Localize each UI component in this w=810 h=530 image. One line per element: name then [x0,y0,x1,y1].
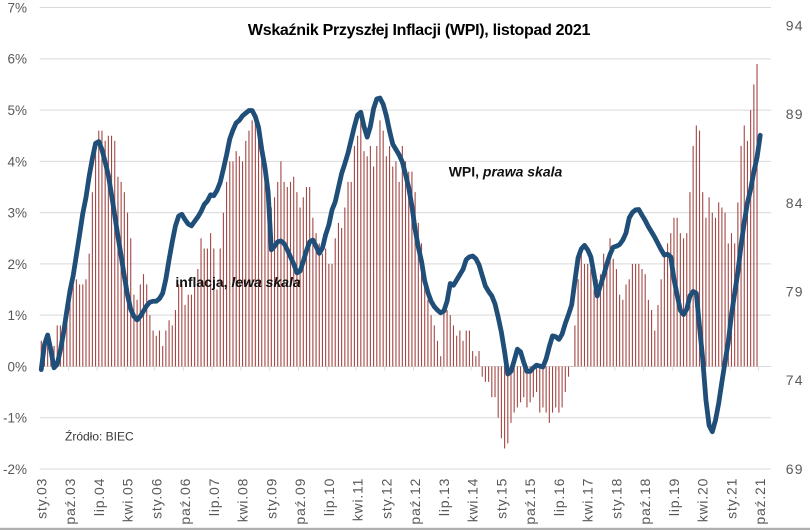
svg-text:sty.12: sty.12 [378,478,394,519]
svg-text:paź.03: paź.03 [62,478,78,525]
svg-text:74: 74 [786,372,804,388]
svg-text:-2%: -2% [3,462,27,477]
svg-text:4%: 4% [7,154,27,169]
svg-text:lip.13: lip.13 [436,478,452,516]
svg-text:paź.21: paź.21 [752,478,768,525]
svg-text:0%: 0% [7,359,27,374]
svg-text:2%: 2% [7,257,27,272]
svg-text:5%: 5% [7,103,27,118]
svg-text:lip.16: lip.16 [551,478,567,516]
svg-text:7%: 7% [7,0,27,15]
svg-text:kwi.08: kwi.08 [235,478,251,522]
svg-text:WPI, prawa skala: WPI, prawa skala [449,164,563,180]
svg-text:79: 79 [786,283,804,299]
svg-text:kwi.20: kwi.20 [695,478,711,522]
svg-text:lip.04: lip.04 [91,478,107,516]
svg-text:1%: 1% [7,308,27,323]
svg-text:84: 84 [786,195,804,211]
svg-text:kwi.14: kwi.14 [465,478,481,522]
svg-text:sty.03: sty.03 [33,478,49,519]
svg-text:lip.07: lip.07 [206,478,222,516]
svg-text:kwi.17: kwi.17 [580,478,596,522]
svg-text:paź.06: paź.06 [177,478,193,525]
svg-text:94: 94 [786,17,804,33]
svg-text:sty.15: sty.15 [493,478,509,519]
svg-text:6%: 6% [7,52,27,67]
svg-text:inflacja, lewa skala: inflacja, lewa skala [175,274,301,290]
svg-text:Źródło: BIEC: Źródło: BIEC [65,429,134,444]
svg-text:sty.21: sty.21 [723,478,739,519]
svg-text:sty.06: sty.06 [148,478,164,519]
svg-text:Wskaźnik Przyszłej Inflacji (W: Wskaźnik Przyszłej Inflacji (WPI), listo… [248,22,591,39]
svg-text:lip.10: lip.10 [321,478,337,516]
svg-text:lip.19: lip.19 [666,478,682,516]
svg-text:69: 69 [786,461,804,477]
svg-text:paź.18: paź.18 [637,478,653,525]
svg-text:paź.12: paź.12 [407,478,423,525]
svg-text:3%: 3% [7,206,27,221]
svg-text:kwi.05: kwi.05 [120,478,136,522]
svg-text:paź.15: paź.15 [522,478,538,525]
svg-text:paź.09: paź.09 [292,478,308,525]
svg-text:kwi.11: kwi.11 [350,478,366,521]
svg-text:sty.09: sty.09 [263,478,279,519]
svg-text:-1%: -1% [3,411,27,426]
svg-text:89: 89 [786,106,804,122]
svg-text:sty.18: sty.18 [608,478,624,519]
